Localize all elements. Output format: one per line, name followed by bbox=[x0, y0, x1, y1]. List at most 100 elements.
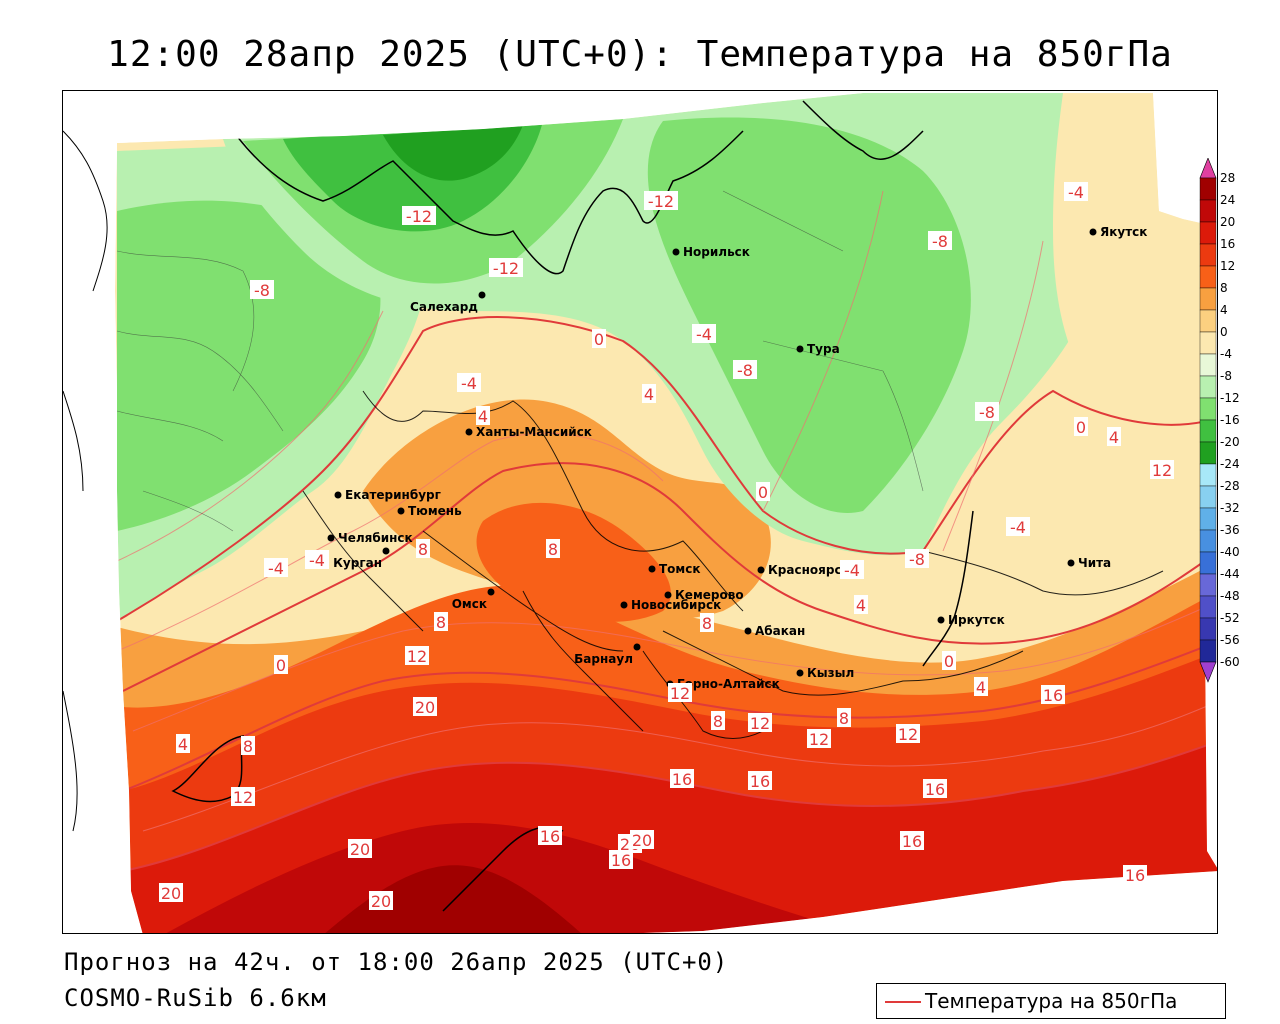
isotherm-label-text: 16 bbox=[902, 832, 922, 851]
isotherm-label-bg bbox=[305, 550, 329, 569]
isotherm-label-text: -12 bbox=[493, 259, 519, 278]
isotherm-label-bg bbox=[630, 830, 654, 849]
colorbar-segment bbox=[1199, 419, 1217, 443]
isotherm-label-text: 4 bbox=[1109, 428, 1119, 447]
city-label: Екатеринбург bbox=[345, 488, 441, 502]
isotherm-label-bg bbox=[700, 613, 714, 632]
colorbar-tick-label: -44 bbox=[1220, 567, 1240, 581]
isotherm-label: -4 bbox=[1006, 517, 1030, 537]
colorbar-tick-label: -24 bbox=[1220, 457, 1240, 471]
isotherm-label: 12 bbox=[668, 683, 692, 703]
city-dot bbox=[382, 547, 390, 555]
isotherm-label: 12 bbox=[231, 787, 255, 807]
colorbar-tick-label: -28 bbox=[1220, 479, 1240, 493]
isotherm-label-bg bbox=[748, 771, 772, 790]
colorbar-tick-label: -48 bbox=[1220, 589, 1240, 603]
colorbar-bottom-arrow bbox=[1199, 661, 1217, 683]
isotherm-label-text: 0 bbox=[758, 483, 768, 502]
colorbar-tick-label: -60 bbox=[1220, 655, 1240, 669]
city-marker: Екатеринбург bbox=[334, 488, 441, 502]
colorbar-segment bbox=[1199, 177, 1217, 201]
isotherm-label: 8 bbox=[837, 708, 851, 728]
isotherm-label: 20 bbox=[369, 891, 393, 911]
colorbar-tick-label: 0 bbox=[1220, 325, 1228, 339]
isotherm-label: -4 bbox=[692, 324, 716, 344]
city-label: Норильск bbox=[683, 245, 750, 259]
city-dot bbox=[796, 669, 804, 677]
colorbar-segment bbox=[1199, 573, 1217, 597]
isotherm-label-text: 20 bbox=[350, 840, 370, 859]
isotherm-label: 0 bbox=[942, 651, 956, 671]
city-marker: Чита bbox=[1067, 556, 1111, 570]
isotherm-label: -12 bbox=[489, 258, 523, 278]
city-label: Барнаул bbox=[574, 652, 633, 666]
city-dot bbox=[487, 588, 495, 596]
colorbar-segment bbox=[1199, 463, 1217, 487]
city-marker: Омск bbox=[452, 588, 495, 611]
city-marker: Абакан bbox=[744, 624, 805, 638]
isotherm-label-bg bbox=[840, 560, 864, 579]
colorbar-segment bbox=[1199, 639, 1217, 663]
city-dot bbox=[465, 428, 473, 436]
colorbar-tick-label: -52 bbox=[1220, 611, 1240, 625]
isotherm-label-bg bbox=[896, 724, 920, 743]
city-label: Тюмень bbox=[408, 504, 462, 518]
isotherm-label: -12 bbox=[644, 191, 678, 211]
colorbar-tick-label: -8 bbox=[1220, 369, 1232, 383]
isotherm-label-text: -12 bbox=[406, 207, 432, 226]
isotherm-label: -4 bbox=[840, 560, 864, 580]
isotherm-label-bg bbox=[264, 558, 288, 577]
isotherm-label: 16 bbox=[923, 779, 947, 799]
isotherm-label-bg bbox=[900, 831, 924, 850]
city-dot bbox=[744, 627, 752, 635]
city-label: Красноярск bbox=[768, 563, 850, 577]
isotherm-label-text: 4 bbox=[644, 385, 654, 404]
isotherm-label-text: -12 bbox=[648, 192, 674, 211]
city-dot bbox=[633, 643, 641, 651]
temperature-map: Якутск Норильск Салехард Тура Ханты-Мансийск… bbox=[63, 91, 1217, 933]
isotherm-label-text: 12 bbox=[898, 725, 918, 744]
isotherm-label: -8 bbox=[928, 231, 952, 251]
isotherm-label-bg bbox=[1064, 182, 1088, 201]
colorbar-segment bbox=[1199, 551, 1217, 575]
isotherm-label: -12 bbox=[402, 206, 436, 226]
isotherm-label: 20 bbox=[630, 830, 654, 850]
isotherm-label-bg bbox=[644, 191, 678, 210]
isotherm-label: 0 bbox=[274, 655, 288, 675]
isotherm-label-text: -4 bbox=[1010, 518, 1026, 537]
isotherm-label: 16 bbox=[900, 831, 924, 851]
city-label: Чита bbox=[1078, 556, 1111, 570]
isotherm-label-text: 8 bbox=[436, 613, 446, 632]
isotherm-label: 16 bbox=[748, 771, 772, 791]
city-label: Тура bbox=[807, 342, 840, 356]
isotherm-label: 12 bbox=[405, 646, 429, 666]
isotherm-label: 16 bbox=[538, 826, 562, 846]
isotherm-label-bg bbox=[1074, 417, 1088, 436]
city-marker: Ханты-Мансийск bbox=[465, 425, 592, 439]
city-dot bbox=[397, 507, 405, 515]
city-marker: Кемерово bbox=[664, 588, 744, 602]
isotherm-label-text: -4 bbox=[696, 325, 712, 344]
isotherm-label-bg bbox=[670, 769, 694, 788]
city-marker: Барнаул bbox=[574, 643, 641, 666]
colorbar-segment bbox=[1199, 331, 1217, 355]
isotherm-label-bg bbox=[159, 883, 183, 902]
isotherm-label: 16 bbox=[670, 769, 694, 789]
isotherm-label-bg bbox=[405, 646, 429, 665]
city-label: Якутск bbox=[1100, 225, 1147, 239]
cities-layer: Якутск Норильск Салехард Тура Ханты-Мансийск… bbox=[327, 225, 1147, 691]
city-dot bbox=[796, 345, 804, 353]
isotherm-label-bg bbox=[668, 683, 692, 702]
colorbar-tick-label: 16 bbox=[1220, 237, 1235, 251]
city-marker: Иркутск bbox=[937, 613, 1005, 627]
isotherm-label-text: 8 bbox=[243, 737, 253, 756]
isotherm-label: 16 bbox=[1123, 865, 1147, 885]
isotherm-label-bg bbox=[928, 231, 952, 250]
isotherm-label-bg bbox=[176, 734, 190, 753]
isotherm-label-text: 12 bbox=[407, 647, 427, 666]
isotherm-label: 8 bbox=[711, 711, 725, 731]
isotherm-label: 20 bbox=[348, 839, 372, 859]
isotherm-label-text: 16 bbox=[925, 780, 945, 799]
isotherm-label: 12 bbox=[1150, 460, 1174, 480]
forecast-info: Прогноз на 42ч. от 18:00 26апр 2025 (UTC… bbox=[64, 948, 729, 976]
